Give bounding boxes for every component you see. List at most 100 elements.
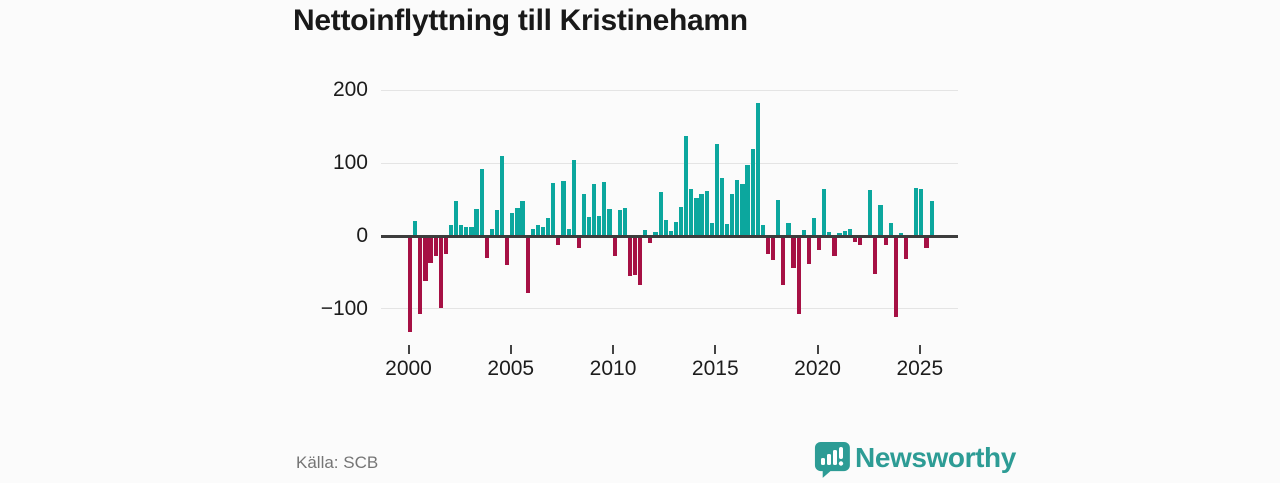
bar-2021-q4	[852, 237, 858, 242]
bar-2010-q1	[612, 237, 617, 257]
bar-2010-q3	[622, 208, 627, 236]
bar-2024-q2	[903, 237, 909, 260]
bar-2017-q3	[765, 237, 771, 254]
y-tick-label-−100: −100	[320, 296, 368, 320]
bar-2010-q4	[627, 237, 633, 277]
bar-2009-q2	[597, 215, 602, 236]
newsworthy-logo: Newsworthy	[813, 440, 1016, 478]
bar-2003-q1	[469, 227, 474, 236]
bar-2009-q3	[602, 182, 607, 236]
bar-2022-q1	[857, 237, 863, 246]
x-tick-label-2025: 2025	[896, 357, 944, 380]
bar-2009-q4	[607, 209, 612, 236]
bar-2008-q2	[576, 237, 581, 249]
x-tick-2005	[509, 345, 512, 354]
bar-2013-q4	[689, 189, 694, 236]
y-tick-label-0: 0	[356, 224, 368, 247]
x-tick-2015	[714, 345, 717, 354]
bar-2015-q2	[719, 178, 725, 236]
bar-2005-q2	[515, 208, 520, 236]
bar-2005-q3	[520, 201, 525, 236]
bar-2018-q3	[786, 222, 791, 236]
bar-2023-q1	[878, 204, 883, 236]
bar-2019-q3	[806, 237, 811, 265]
bar-2012-q1	[653, 232, 658, 236]
bar-2007-q4	[566, 228, 571, 236]
bar-2017-q4	[771, 237, 776, 261]
x-tick-2020	[816, 345, 819, 354]
bar-2003-q2	[474, 209, 479, 236]
bar-2002-q3	[459, 225, 464, 236]
x-tick-label-2010: 2010	[589, 357, 637, 380]
bar-2003-q3	[479, 169, 484, 236]
bar-2000-q2	[413, 221, 418, 236]
bar-2025-q2	[924, 237, 929, 249]
bar-2016-q3	[745, 165, 750, 236]
bar-2008-q4	[586, 217, 592, 236]
x-tick-2000	[407, 345, 410, 354]
bar-2004-q3	[500, 155, 505, 236]
bar-2001-q1	[428, 237, 433, 263]
bar-2025-q1	[919, 188, 924, 236]
bar-2014-q2	[699, 193, 704, 236]
source-label: Källa: SCB	[296, 453, 379, 472]
bar-2020-q3	[827, 232, 832, 236]
x-tick-label-2005: 2005	[487, 357, 535, 380]
x-tick-label-2000: 2000	[385, 357, 432, 380]
bar-2008-q1	[571, 159, 576, 236]
bar-2015-q1	[714, 143, 719, 236]
bar-2006-q4	[546, 217, 551, 236]
bar-2018-q2	[781, 237, 786, 285]
bar-2023-q2	[883, 237, 888, 246]
gridline-200	[381, 89, 958, 91]
zero-axis-line	[381, 234, 958, 238]
bar-2010-q2	[617, 209, 622, 236]
bar-2001-q2	[433, 237, 438, 257]
bar-2006-q1	[530, 228, 535, 236]
bar-2002-q2	[454, 201, 459, 236]
bar-2004-q4	[505, 237, 510, 265]
bar-2020-q1	[817, 237, 822, 251]
bar-2009-q1	[592, 183, 597, 236]
y-tick-label-200: 200	[332, 78, 368, 102]
bar-2017-q2	[760, 225, 765, 236]
bar-2020-q4	[832, 237, 837, 257]
newsworthy-speech-bubble-chart-icon	[813, 440, 851, 483]
bar-2011-q4	[648, 237, 653, 243]
bar-2015-q4	[730, 193, 735, 236]
bar-2004-q2	[494, 209, 500, 236]
bar-2001-q4	[443, 237, 448, 254]
bar-2016-q2	[740, 184, 745, 236]
bar-2000-q1	[408, 237, 413, 332]
bar-2011-q1	[632, 237, 638, 276]
bar-2001-q3	[438, 237, 443, 308]
bar-2004-q1	[489, 228, 494, 236]
bar-2019-q2	[801, 230, 806, 236]
chart-title: Nettoinflyttning till Kristinehamn	[293, 4, 748, 37]
bar-2012-q3	[663, 219, 668, 236]
bar-2022-q4	[873, 237, 878, 274]
bar-2006-q2	[535, 225, 540, 236]
bar-2014-q4	[709, 222, 714, 236]
bar-2015-q3	[725, 223, 730, 236]
bar-2025-q3	[929, 201, 934, 236]
bar-2007-q2	[556, 237, 561, 246]
bar-2023-q3	[888, 222, 893, 236]
bar-2024-q4	[914, 187, 919, 236]
bar-2019-q4	[811, 217, 817, 236]
bar-2003-q4	[484, 237, 489, 259]
bar-2002-q4	[464, 226, 469, 236]
bar-2016-q4	[750, 148, 755, 236]
bar-2012-q2	[658, 191, 663, 236]
bar-2021-q3	[847, 229, 852, 236]
gridline-−100	[381, 308, 958, 310]
bar-2005-q1	[510, 212, 515, 236]
bar-2008-q3	[581, 193, 587, 236]
bar-2011-q2	[638, 237, 643, 285]
bar-2007-q1	[551, 182, 556, 236]
bar-2021-q2	[842, 230, 847, 236]
bar-2018-q4	[791, 237, 796, 268]
bar-2017-q1	[755, 102, 760, 236]
